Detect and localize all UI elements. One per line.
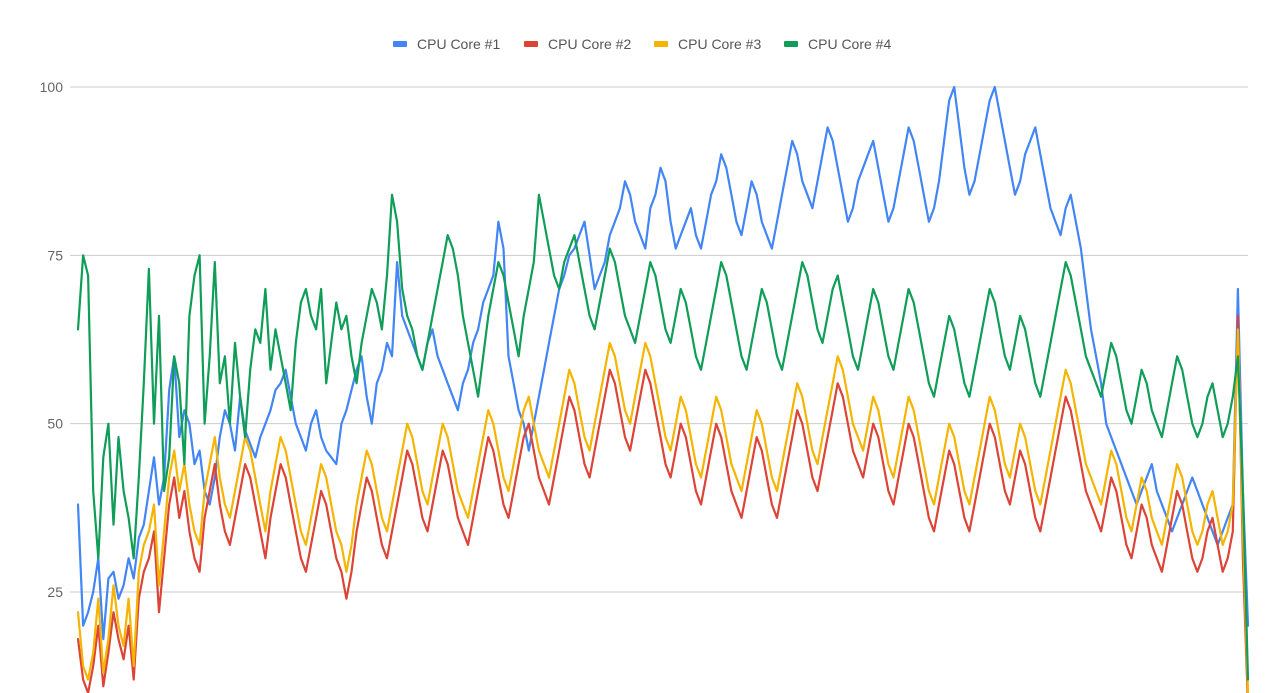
series-line-3 [76,328,1250,693]
legend-item[interactable]: CPU Core #4 [784,36,891,52]
series-line-4 [76,193,1250,681]
legend-label: CPU Core #3 [678,36,761,52]
legend-item[interactable]: CPU Core #3 [654,36,761,52]
legend-item[interactable]: CPU Core #2 [524,36,631,52]
series-line-1 [76,85,1250,641]
chart-legend: CPU Core #1 CPU Core #2 CPU Core #3 CPU Cor… [393,36,891,52]
y-tick-label: 50 [47,416,63,432]
legend-item[interactable]: CPU Core #1 [393,36,500,52]
legend-label: CPU Core #1 [417,36,500,52]
series-line-2 [76,314,1249,693]
legend-swatch [393,41,407,47]
y-tick-label: 75 [47,247,63,263]
chart-gridlines [70,86,1248,593]
plot-area [76,85,1250,693]
legend-swatch [654,41,668,47]
legend-label: CPU Core #4 [808,36,891,52]
y-tick-label: 25 [47,584,63,600]
legend-label: CPU Core #2 [548,36,631,52]
y-axis-ticks: 25 50 75 100 [40,79,64,600]
legend-swatch [524,41,538,47]
legend-swatch [784,41,798,47]
y-tick-label: 100 [40,79,64,95]
